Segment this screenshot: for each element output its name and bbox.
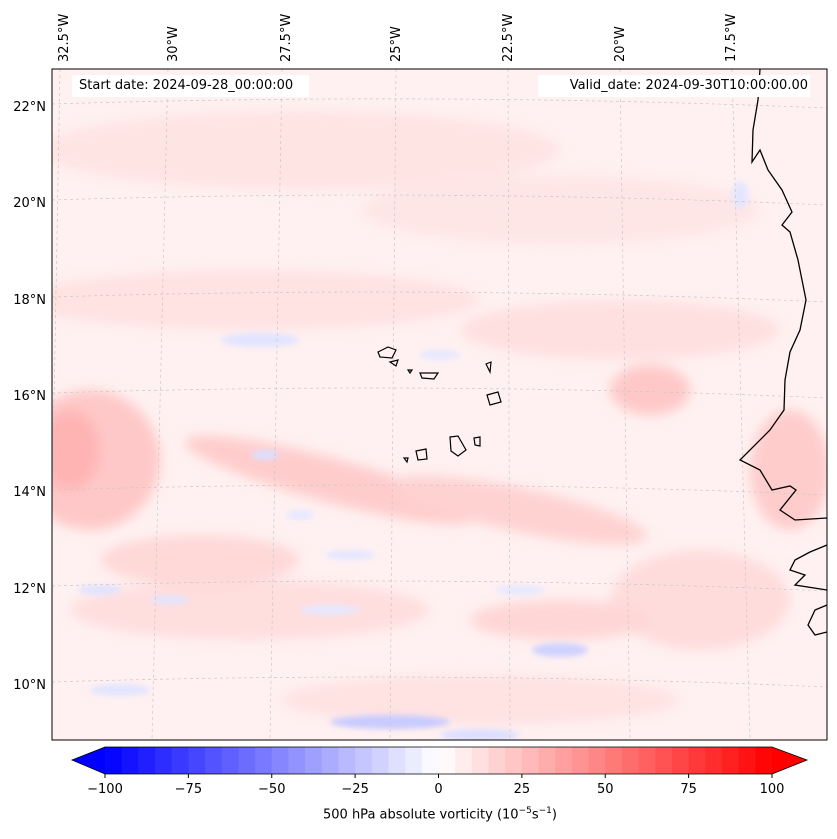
colorbar-tick-label: 25: [514, 782, 531, 797]
colorbar-step: [355, 747, 373, 774]
colorbar-step: [588, 747, 606, 774]
lat-label: 14°N: [13, 485, 46, 500]
lat-label: 16°N: [13, 389, 46, 404]
colorbar: −100 −75 −50 −25 0 25 50 75 100: [70, 746, 809, 797]
colorbar-step: [305, 747, 323, 774]
colorbar-step: [505, 747, 523, 774]
colorbar-step: [571, 747, 590, 774]
colorbar-label-close: ): [551, 807, 557, 823]
colorbar-step: [738, 747, 756, 774]
colorbar-step: [255, 747, 273, 774]
colorbar-step: [405, 747, 423, 774]
colorbar-tick-label: 0: [434, 782, 442, 797]
colorbar-label-exp1: −5: [518, 806, 532, 816]
colorbar-step: [621, 747, 640, 774]
colorbar-step: [488, 747, 506, 774]
colorbar-label-unit: s: [531, 807, 539, 823]
colorbar-step: [471, 747, 490, 774]
lon-label: 25°W: [389, 26, 404, 62]
colorbar-step: [688, 747, 706, 774]
colorbar-step: [288, 747, 306, 774]
colorbar-tick-label: −75: [175, 782, 202, 797]
cape-verde-islands: [377, 346, 502, 464]
colorbar-step: [605, 747, 623, 774]
colorbar-ticks: −100 −75 −50 −25 0 25 50 75 100: [87, 774, 784, 797]
colorbar-step: [655, 747, 673, 774]
colorbar-extend-min: [72, 747, 105, 774]
longitude-labels: 32.5°W 30°W 27.5°W 25°W 22.5°W 20°W 17.5…: [57, 14, 739, 62]
gridlines: [52, 69, 827, 740]
colorbar-step: [271, 747, 289, 774]
colorbar-extend-max: [772, 747, 807, 774]
lat-label: 20°N: [13, 196, 46, 211]
colorbar-step: [138, 747, 156, 774]
map-frame: [51, 68, 828, 741]
colorbar-tick-label: −50: [258, 782, 285, 797]
colorbar-step: [188, 747, 206, 774]
colorbar-steps: [72, 747, 807, 774]
lon-label: 30°W: [166, 26, 181, 62]
colorbar-step: [321, 747, 339, 774]
colorbar-step: [155, 747, 173, 774]
colorbar-step: [721, 747, 740, 774]
colorbar-step: [705, 747, 723, 774]
colorbar-tick-label: −100: [87, 782, 123, 797]
start-date-label: Start date: 2024-09-28_00:00:00: [72, 75, 309, 97]
colorbar-step: [238, 747, 256, 774]
colorbar-step: [171, 747, 189, 774]
lat-label: 22°N: [13, 100, 46, 115]
colorbar-step: [371, 747, 389, 774]
colorbar-tick-label: −25: [341, 782, 368, 797]
colorbar-step: [105, 747, 123, 774]
colorbar-step: [638, 747, 656, 774]
colorbar-step: [221, 747, 239, 774]
colorbar-step: [671, 747, 690, 774]
lat-label: 10°N: [13, 678, 46, 693]
coastline: [738, 69, 827, 636]
colorbar-tick-label: 100: [760, 782, 785, 797]
valid-date-label: Valid_date: 2024-09-30T10:00:00.00: [538, 75, 810, 97]
colorbar-step: [438, 747, 456, 774]
colorbar-step: [121, 747, 139, 774]
lon-label: 20°W: [613, 26, 628, 62]
lon-label: 17.5°W: [724, 14, 739, 62]
colorbar-label: 500 hPa absolute vorticity (10−5s−1): [0, 806, 837, 822]
lat-label: 18°N: [13, 293, 46, 308]
lon-label: 32.5°W: [57, 14, 72, 62]
colorbar-step: [388, 747, 406, 774]
lon-label: 22.5°W: [501, 14, 516, 62]
lat-label: 12°N: [13, 582, 46, 597]
colorbar-step: [755, 747, 773, 774]
vorticity-field: [52, 69, 827, 740]
colorbar-tick-label: 75: [680, 782, 697, 797]
colorbar-label-text: 500 hPa absolute vorticity (10: [323, 807, 519, 823]
colorbar-step: [538, 747, 556, 774]
colorbar-step: [338, 747, 356, 774]
colorbar-label-exp2: −1: [538, 806, 552, 816]
colorbar-step: [421, 747, 439, 774]
colorbar-step: [455, 747, 473, 774]
colorbar-tick-label: 50: [597, 782, 614, 797]
latitude-labels: 22°N 20°N 18°N 16°N 14°N 12°N 10°N: [13, 100, 46, 693]
lon-label: 27.5°W: [279, 14, 294, 62]
colorbar-step: [205, 747, 223, 774]
colorbar-step: [521, 747, 540, 774]
colorbar-step: [555, 747, 573, 774]
